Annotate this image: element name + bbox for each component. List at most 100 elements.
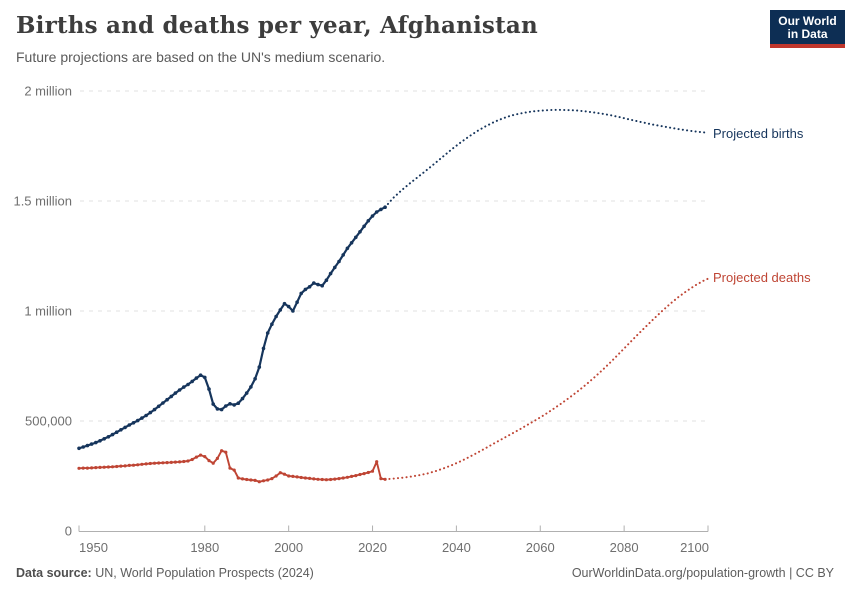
deaths-data-point-marker bbox=[232, 468, 236, 472]
births-data-point-marker bbox=[177, 388, 182, 392]
deaths-data-point-marker bbox=[358, 472, 362, 477]
deaths-data-point-marker bbox=[136, 463, 140, 467]
deaths-data-point-marker bbox=[324, 478, 328, 482]
births-data-point-marker bbox=[291, 309, 295, 313]
births-data-point-marker bbox=[257, 365, 262, 369]
deaths-data-point-marker bbox=[119, 464, 123, 468]
births-data-point-marker bbox=[127, 423, 132, 427]
deaths-data-point-marker bbox=[253, 478, 257, 482]
deaths-data-point-marker bbox=[228, 466, 232, 470]
deaths-data-point-marker bbox=[94, 466, 98, 470]
deaths-data-point-marker bbox=[287, 474, 291, 478]
births-data-point-marker bbox=[102, 437, 106, 441]
births-series-label: Projected births bbox=[713, 126, 804, 141]
deaths-data-point-marker bbox=[106, 465, 110, 469]
deaths-data-point-marker bbox=[236, 476, 240, 480]
births-data-point-marker bbox=[161, 401, 165, 405]
deaths-data-point-marker bbox=[148, 461, 152, 466]
deaths-data-point-marker bbox=[291, 474, 295, 478]
births-data-point-marker bbox=[240, 396, 245, 401]
x-axis-tick-label: 1950 bbox=[79, 540, 108, 555]
births-data-point-marker bbox=[173, 391, 178, 395]
births-data-point-marker bbox=[379, 207, 383, 212]
deaths-data-point-marker bbox=[161, 461, 165, 465]
deaths-data-point-marker bbox=[207, 459, 211, 463]
births-data-point-marker bbox=[77, 446, 81, 451]
deaths-data-point-marker bbox=[320, 477, 324, 482]
births-data-point-marker bbox=[316, 282, 320, 287]
births-data-point-marker bbox=[203, 375, 207, 380]
deaths-data-point-marker bbox=[115, 464, 119, 469]
deaths-data-point-marker bbox=[123, 464, 127, 468]
deaths-data-point-marker bbox=[274, 474, 278, 478]
births-data-point-marker bbox=[211, 402, 215, 406]
births-data-point-marker bbox=[370, 214, 375, 218]
deaths-data-point-marker bbox=[282, 472, 287, 476]
deaths-data-point-marker bbox=[152, 461, 157, 465]
deaths-data-point-marker bbox=[299, 475, 303, 480]
births-data-point-marker bbox=[253, 377, 257, 381]
x-axis-tick-label: 2080 bbox=[610, 540, 639, 555]
births-data-point-marker bbox=[169, 394, 174, 399]
births-data-point-marker bbox=[261, 346, 266, 351]
births-data-point-marker bbox=[114, 430, 119, 435]
chart-footer: Data source: UN, World Population Prospe… bbox=[16, 566, 834, 580]
deaths-data-point-marker bbox=[345, 475, 349, 479]
y-axis-tick-label: 1.5 million bbox=[13, 194, 72, 209]
deaths-data-point-marker bbox=[350, 474, 354, 478]
deaths-data-point-marker bbox=[186, 459, 190, 463]
births-data-point-marker bbox=[320, 283, 325, 288]
deaths-data-point-marker bbox=[169, 460, 173, 464]
deaths-data-point-marker bbox=[165, 461, 169, 465]
births-data-point-marker bbox=[81, 445, 85, 449]
deaths-data-point-marker bbox=[85, 466, 89, 470]
births-data-point-marker bbox=[312, 281, 316, 285]
births-data-point-marker bbox=[236, 401, 241, 406]
deaths-data-point-marker bbox=[312, 477, 316, 481]
births-data-point-marker bbox=[110, 432, 115, 437]
births-data-point-marker bbox=[333, 265, 337, 270]
deaths-data-point-marker bbox=[173, 460, 177, 464]
births-data-point-marker bbox=[324, 278, 329, 283]
deaths-data-point-marker bbox=[90, 466, 94, 470]
owid-logo-line2: in Data bbox=[787, 27, 828, 41]
births-data-point-marker bbox=[140, 416, 144, 420]
y-axis-tick-label: 2 million bbox=[24, 84, 72, 99]
births-data-point-marker bbox=[89, 442, 94, 446]
deaths-data-point-marker bbox=[98, 465, 102, 469]
births-data-point-marker bbox=[286, 304, 291, 309]
license-note: OurWorldinData.org/population-growth | C… bbox=[571, 566, 834, 580]
deaths-data-point-marker bbox=[270, 477, 274, 481]
births-data-point-marker bbox=[198, 373, 203, 378]
deaths-data-point-marker bbox=[220, 449, 224, 453]
births-data-point-marker bbox=[165, 397, 169, 402]
births-data-point-marker bbox=[152, 407, 157, 412]
x-axis-tick-label: 2000 bbox=[274, 540, 303, 555]
births-data-point-marker bbox=[219, 407, 224, 412]
x-axis-tick-label: 2060 bbox=[526, 540, 555, 555]
deaths-data-point-marker bbox=[203, 455, 207, 459]
deaths-data-point-marker bbox=[329, 477, 333, 482]
births-data-point-marker bbox=[207, 387, 211, 391]
deaths-data-point-marker bbox=[215, 456, 219, 460]
deaths-data-point-marker bbox=[144, 462, 148, 466]
x-axis-tick-label: 2020 bbox=[358, 540, 387, 555]
deaths-data-point-marker bbox=[199, 453, 203, 457]
chart-subtitle: Future projections are based on the UN's… bbox=[16, 49, 386, 65]
births-data-point-marker bbox=[106, 435, 111, 439]
deaths-data-point-marker bbox=[303, 476, 307, 480]
deaths-data-point-marker bbox=[375, 460, 379, 464]
deaths-data-point-marker bbox=[316, 477, 320, 481]
deaths-data-point-marker bbox=[257, 480, 261, 484]
births-data-point-marker bbox=[182, 385, 186, 389]
deaths-data-point-marker bbox=[362, 472, 366, 476]
births-data-point-marker bbox=[362, 224, 366, 229]
deaths-data-point-marker bbox=[194, 455, 198, 459]
x-axis-tick-label: 1980 bbox=[190, 540, 219, 555]
births-data-point-marker bbox=[156, 404, 161, 409]
deaths-data-point-marker bbox=[337, 477, 341, 481]
owid-logo[interactable]: Our World in Data bbox=[770, 10, 845, 48]
births-data-point-marker bbox=[328, 271, 333, 276]
births-data-point-marker bbox=[85, 443, 90, 448]
